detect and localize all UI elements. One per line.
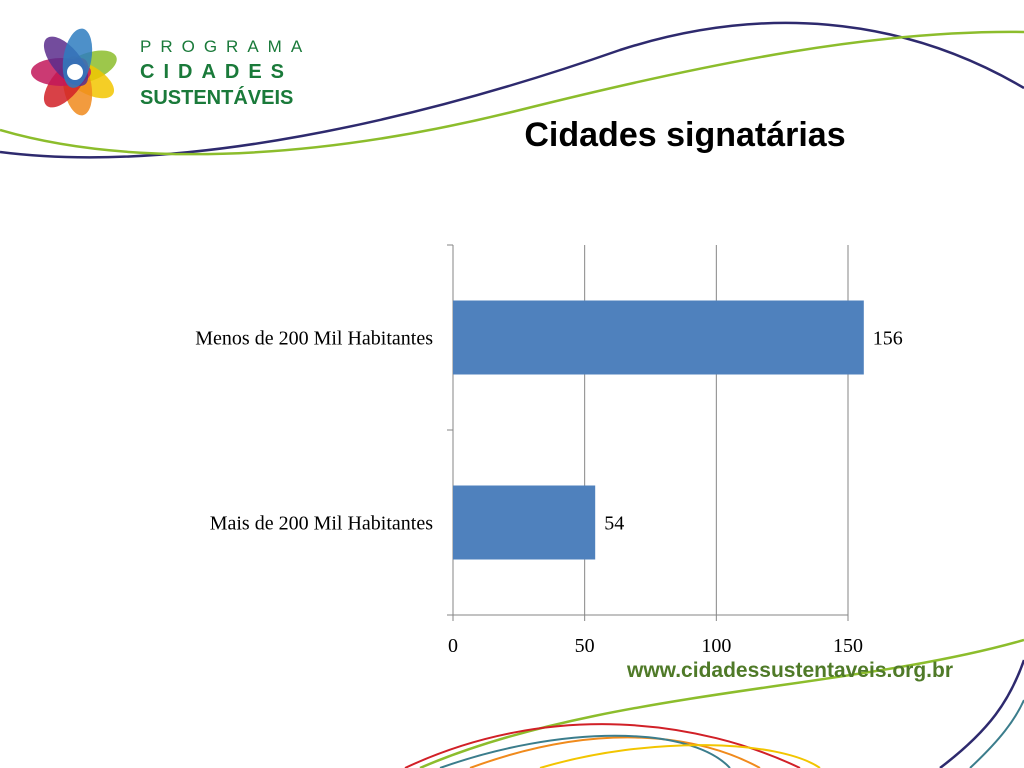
y-tick-label: Mais de 200 Mil Habitantes	[210, 513, 434, 535]
footer-url: www.cidadessustentaveis.org.br	[626, 659, 953, 682]
decor-curve	[404, 723, 801, 768]
bar	[453, 300, 864, 375]
logo-icon	[31, 28, 117, 116]
y-tick-label: Menos de 200 Mil Habitantes	[195, 328, 433, 350]
decor-curve	[939, 659, 1024, 768]
data-label: 156	[873, 328, 903, 350]
logo-text: PROGRAMA	[140, 37, 311, 56]
decor-curve	[439, 734, 731, 768]
logo-text: SUSTENTÁVEIS	[140, 86, 293, 109]
logo-text: CIDADES	[140, 61, 293, 83]
x-tick-label: 0	[448, 635, 458, 657]
decor-curve	[539, 744, 821, 768]
x-tick-label: 150	[833, 635, 863, 657]
decor-curve	[469, 736, 761, 768]
x-tick-label: 100	[701, 635, 731, 657]
bar	[453, 485, 596, 560]
chart-title: Cidades signatárias	[524, 116, 845, 154]
x-tick-label: 50	[575, 635, 595, 657]
decor-curve	[969, 699, 1024, 768]
decor-curve	[419, 638, 1024, 768]
data-label: 54	[604, 513, 624, 535]
decor-curve	[0, 30, 1024, 156]
